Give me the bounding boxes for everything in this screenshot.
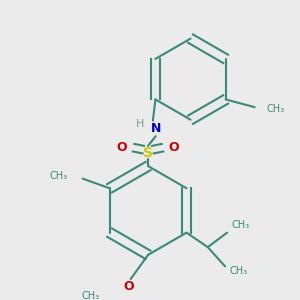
Text: N: N [151,122,161,135]
Text: CH₃: CH₃ [49,171,67,181]
Text: CH₃: CH₃ [232,220,250,230]
Text: CH₃: CH₃ [230,266,248,276]
Text: O: O [169,141,179,154]
Text: O: O [117,141,127,154]
Text: O: O [123,280,134,293]
Text: CH₃: CH₃ [266,104,284,114]
Text: CH₃: CH₃ [82,291,100,300]
Text: S: S [143,146,153,160]
Text: H: H [136,118,145,129]
